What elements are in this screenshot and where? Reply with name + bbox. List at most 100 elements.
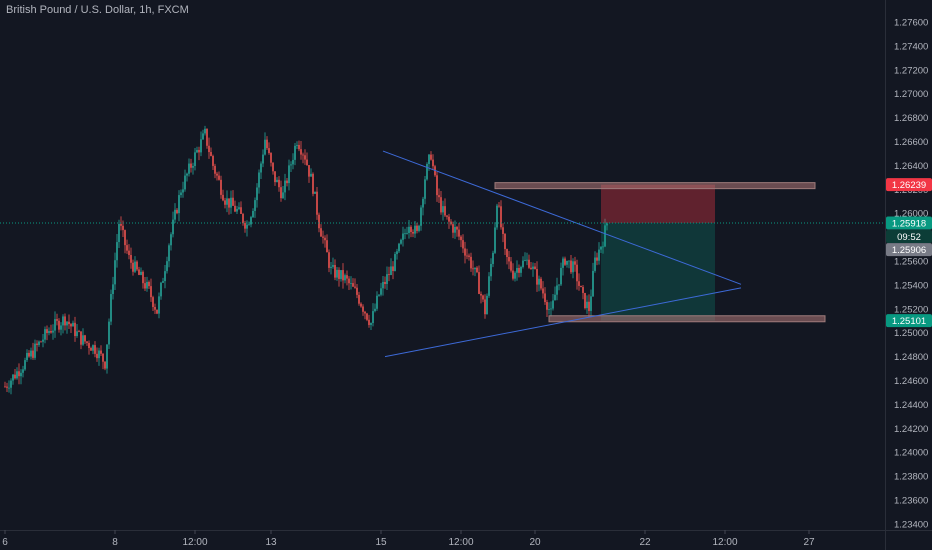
candle-body	[178, 195, 180, 214]
candle-body	[572, 261, 574, 273]
candle-body	[492, 252, 494, 264]
candle-body	[478, 272, 480, 294]
candle-body	[372, 311, 374, 323]
y-tick-label: 1.23400	[894, 519, 928, 530]
candle-body	[100, 350, 102, 354]
candle-body	[166, 261, 168, 272]
candle-body	[340, 270, 342, 279]
candle-body	[560, 267, 562, 285]
y-tick-label: 1.24200	[894, 424, 928, 435]
candle-body	[122, 225, 124, 231]
candle-body	[302, 154, 304, 156]
candle-body	[420, 207, 422, 226]
y-tick-label: 1.26800	[894, 113, 928, 124]
candle-body	[8, 387, 10, 389]
candle-body	[472, 268, 474, 270]
x-tick-label: 13	[265, 537, 277, 548]
candle-body	[418, 225, 420, 231]
candle-body	[68, 321, 70, 325]
candle-body	[454, 226, 456, 233]
candle-body	[378, 294, 380, 296]
candle-body	[508, 257, 510, 262]
candle-body	[156, 309, 158, 314]
y-tick-label: 1.24000	[894, 448, 928, 459]
candle-body	[502, 227, 504, 234]
candle-body	[298, 144, 300, 150]
candle-body	[548, 309, 550, 310]
candle-body	[490, 263, 492, 277]
candle-body	[494, 227, 496, 253]
candle-body	[242, 213, 244, 224]
candle-body	[96, 353, 98, 359]
candle-body	[318, 214, 320, 229]
candle-body	[346, 275, 348, 279]
candle-body	[392, 266, 394, 271]
candle-body	[108, 321, 110, 345]
candle-body	[162, 281, 164, 283]
candle-body	[532, 266, 534, 269]
candle-body	[380, 288, 382, 295]
x-tick-label: 6	[2, 537, 8, 548]
candle-body	[272, 162, 274, 172]
candle-body	[42, 339, 44, 342]
candle-body	[58, 320, 60, 330]
position-target-zone	[601, 222, 715, 321]
x-tick-label: 27	[803, 537, 815, 548]
candle-body	[562, 258, 564, 268]
candle-body	[20, 372, 22, 377]
candle-body	[116, 242, 118, 261]
candle-body	[360, 303, 362, 307]
candle-body	[134, 261, 136, 272]
candle-body	[40, 341, 42, 343]
candles	[4, 125, 608, 395]
candle-body	[542, 288, 544, 294]
candle-body	[240, 207, 242, 214]
candle-body	[204, 128, 206, 134]
x-tick-label: 15	[375, 537, 387, 548]
candle-body	[230, 197, 232, 208]
candle-body	[72, 322, 74, 327]
y-tick-label: 1.27200	[894, 65, 928, 76]
candle-body	[498, 205, 500, 207]
candle-body	[292, 159, 294, 165]
candle-body	[462, 240, 464, 249]
candle-body	[216, 173, 218, 176]
candle-body	[136, 261, 138, 270]
candle-body	[196, 149, 198, 153]
candle-body	[396, 251, 398, 255]
y-tick-label: 1.23600	[894, 496, 928, 507]
candle-body	[306, 159, 308, 166]
candle-body	[246, 224, 248, 229]
candle-body	[570, 260, 572, 273]
candle-body	[280, 187, 282, 199]
candle-body	[38, 341, 40, 345]
candle-body	[590, 296, 592, 311]
candle-body	[414, 225, 416, 234]
candle-body	[146, 281, 148, 289]
candle-body	[424, 179, 426, 199]
y-tick-label: 1.26400	[894, 161, 928, 172]
y-tick-label: 1.27400	[894, 41, 928, 52]
candle-body	[210, 152, 212, 156]
candle-body	[324, 237, 326, 241]
candle-body	[252, 210, 254, 218]
candle-body	[148, 281, 150, 287]
candle-body	[224, 200, 226, 205]
candle-body	[284, 180, 286, 193]
candle-body	[186, 173, 188, 176]
candle-body	[458, 229, 460, 237]
candle-body	[594, 257, 596, 271]
candle-body	[338, 269, 340, 279]
y-tick-label: 1.25000	[894, 328, 928, 339]
price-badge-label: 1.25101	[892, 316, 926, 327]
candle-body	[10, 380, 12, 388]
candle-body	[286, 180, 288, 184]
candle-body	[182, 189, 184, 193]
candle-body	[264, 139, 266, 155]
candle-body	[444, 206, 446, 216]
candle-body	[56, 319, 58, 321]
candle-body	[556, 285, 558, 295]
candle-body	[132, 262, 134, 272]
